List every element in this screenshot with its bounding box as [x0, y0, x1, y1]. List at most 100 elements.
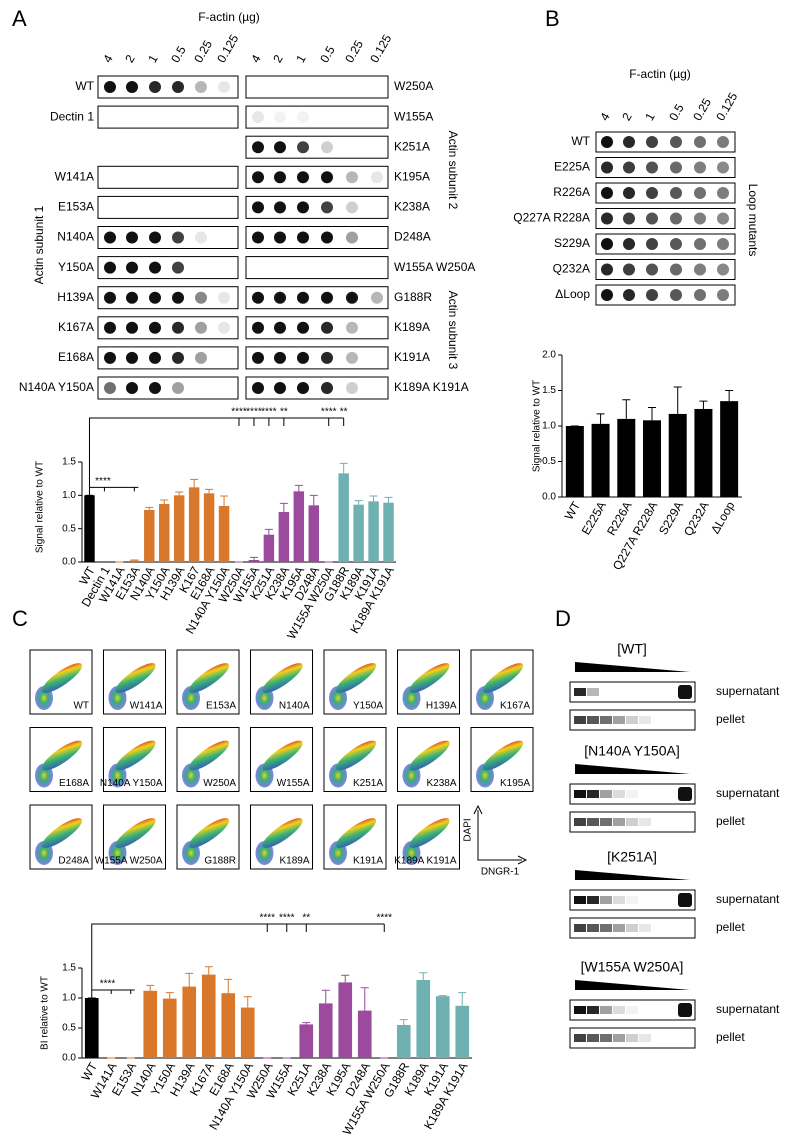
error-bar [165, 992, 174, 999]
bar [435, 996, 450, 1058]
bar [240, 1007, 255, 1058]
row-label: Q227A R228A [513, 211, 590, 225]
blot-box [97, 195, 239, 219]
blot-band [574, 716, 586, 724]
blot-dot [149, 321, 161, 334]
blot-dot [274, 201, 286, 214]
blot-dot [321, 351, 333, 364]
bar [248, 560, 260, 562]
error-bar [339, 462, 348, 474]
blot-dot [646, 289, 658, 301]
blot-dot [104, 321, 116, 334]
blot-band [626, 896, 638, 904]
blot-box [245, 195, 389, 219]
blot-box [245, 316, 389, 340]
row-label: supernatant [716, 684, 780, 698]
flow-population [409, 663, 450, 693]
blot-title: [K251A] [607, 849, 657, 865]
blot-band [626, 818, 638, 826]
blot-dot [601, 289, 613, 301]
blot-band [678, 787, 692, 801]
row-label: E168A [58, 350, 94, 364]
blot-band [613, 896, 625, 904]
blot-box [569, 709, 696, 731]
annotation: ** [302, 913, 310, 924]
blot-dot [104, 382, 116, 394]
y-axis-label: BI relative to WT [40, 976, 51, 1050]
bar [617, 418, 636, 497]
flow-population [188, 740, 230, 771]
blot-band [600, 1006, 612, 1014]
error-bar [146, 984, 155, 991]
panel-label: C [12, 606, 28, 631]
blot-dot [346, 201, 358, 214]
row-label: E225A [554, 160, 590, 174]
bar [694, 408, 713, 497]
blot-band [613, 1006, 625, 1014]
blot-box [97, 256, 239, 280]
error-bar [175, 491, 184, 496]
annotation: ** [340, 407, 348, 418]
axis-arrows [473, 804, 528, 865]
plot-label: H139A [426, 701, 457, 712]
blot-dot [321, 321, 333, 334]
blot-dot [126, 261, 138, 274]
blot-band [639, 716, 651, 724]
blot-band [626, 716, 638, 724]
blot-box [245, 286, 389, 310]
axis-label: DNGR-1 [481, 867, 520, 878]
blot-dot [694, 136, 706, 148]
blot-box [97, 286, 239, 310]
blot-dot [149, 261, 161, 274]
annotation: **** [261, 407, 277, 418]
blot-box [595, 233, 736, 255]
blot-box [595, 208, 736, 229]
error-bar [243, 996, 252, 1008]
bar [591, 423, 610, 497]
blot-band [574, 1006, 586, 1014]
error-bar [309, 494, 318, 506]
bar [263, 534, 275, 562]
bar [162, 998, 177, 1058]
bar [416, 980, 431, 1058]
blot-box [569, 1027, 696, 1049]
blot-box [569, 917, 696, 939]
blot-dot [297, 111, 309, 124]
row-label: W250A [394, 79, 433, 93]
blot-band [574, 790, 586, 798]
y-tick-label: 0.5 [62, 1023, 76, 1034]
error-bar [130, 559, 139, 561]
error-bar [458, 992, 467, 1006]
bar [318, 1003, 333, 1058]
blot-dot [717, 238, 729, 250]
blot-dot [717, 187, 729, 199]
error-bar [399, 1019, 408, 1025]
blot-dot [346, 321, 358, 334]
error-bar [725, 390, 734, 402]
blot-title: [W155A W250A] [581, 959, 684, 975]
blot-box [245, 376, 389, 400]
blot-dot [218, 291, 230, 304]
axis-title: F-actin (µg) [198, 10, 260, 24]
blot-dot [670, 136, 682, 148]
y-tick-label: 1.5 [62, 963, 76, 974]
error-bar [369, 495, 378, 502]
blot-dot [172, 231, 184, 244]
blot-dot [252, 321, 264, 334]
blot-dot [104, 291, 116, 304]
amount-label: 0.25 [690, 96, 714, 124]
blot-dot [195, 81, 207, 93]
bar [188, 487, 200, 562]
blot-dot [252, 141, 264, 154]
blot-dot [252, 111, 264, 124]
annotation: **** [231, 407, 247, 418]
plot-label: N140A [279, 701, 310, 712]
bar [338, 473, 349, 562]
blot-dot [172, 291, 184, 304]
bar [353, 504, 364, 562]
amount-label: 0.125 [367, 32, 394, 65]
y-tick-label: 1.5 [542, 385, 556, 396]
blot-dot [623, 289, 635, 301]
blot-box [569, 783, 696, 805]
row-label: K191A [394, 350, 430, 364]
